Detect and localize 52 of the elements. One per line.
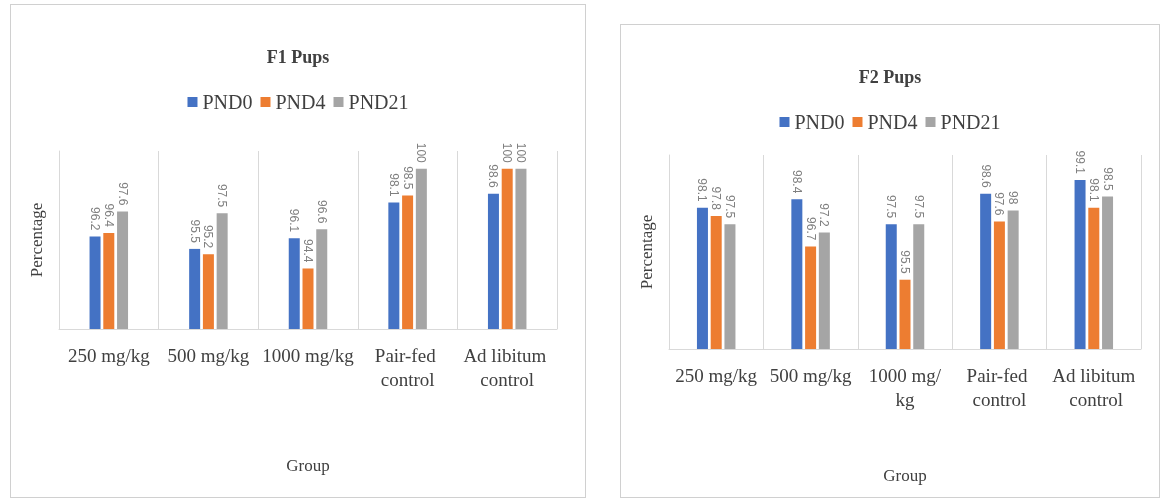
data-label: 98.5: [1100, 167, 1115, 191]
data-label: 98.1: [695, 178, 710, 202]
x-tick-label: Ad libitum control: [463, 344, 552, 390]
legend-label: PND21: [348, 91, 409, 113]
legend-label: PND21: [940, 111, 1001, 133]
data-label: 97.5: [215, 183, 230, 208]
x-axis-title: Group: [883, 466, 927, 485]
legend-label: PND0: [794, 111, 845, 133]
data-label: 96.1: [287, 208, 302, 233]
data-label: 97.6: [115, 182, 130, 206]
data-label: 97.2: [817, 203, 832, 227]
data-label: 95.5: [187, 219, 202, 244]
data-label: 100: [513, 142, 528, 164]
data-label: 97.5: [911, 194, 926, 219]
x-axis-title: Group: [286, 456, 330, 475]
data-label: 98.5: [400, 166, 415, 190]
x-tick-label: 500 mg/kg: [167, 344, 250, 366]
data-label: 99.1: [1073, 150, 1088, 175]
chart-title: F1 Pups: [266, 47, 330, 67]
data-label: 97.6: [992, 192, 1007, 216]
data-label: 96.6: [314, 199, 329, 224]
x-tick-label: Ad libitum control: [1052, 364, 1136, 410]
data-label: 100: [500, 142, 515, 164]
chart-title: F2 Pups: [858, 67, 922, 87]
legend-label: PND4: [867, 111, 918, 133]
x-tick-label: 1000 mg/kg: [868, 364, 942, 410]
data-label: 96.4: [101, 203, 116, 228]
data-label: 98.6: [486, 164, 501, 189]
data-label: 95.2: [201, 224, 216, 249]
x-tick-label: Pair-fed control: [374, 344, 441, 390]
data-label: 96.2: [88, 207, 103, 231]
data-label: 100: [414, 142, 429, 164]
data-label: 95.5: [898, 250, 912, 275]
x-tick-label: 250 mg/kg: [67, 344, 151, 366]
x-tick-label: 500 mg/kg: [769, 364, 852, 386]
legend-label: PND4: [275, 91, 326, 113]
data-label: 96.7: [803, 217, 818, 241]
y-axis-title: Percentage: [637, 214, 656, 290]
data-label: 98.1: [386, 173, 401, 197]
data-label: 98.4: [789, 169, 804, 194]
data-label: 97.5: [884, 194, 899, 219]
data-label: 98.1: [1086, 178, 1101, 202]
legend-label: PND0: [202, 91, 253, 113]
data-label: 98.6: [978, 164, 993, 189]
x-tick-label: Pair-fed control: [966, 364, 1033, 410]
y-axis-title: Percentage: [27, 202, 46, 278]
data-label: 97.5: [722, 194, 737, 219]
data-label: 94.4: [301, 239, 315, 263]
data-label: 98: [1006, 191, 1021, 205]
x-tick-label: 1000 mg/kg: [262, 344, 355, 366]
x-tick-label: 250 mg/kg: [675, 364, 758, 386]
data-label: 97.8: [709, 186, 724, 211]
